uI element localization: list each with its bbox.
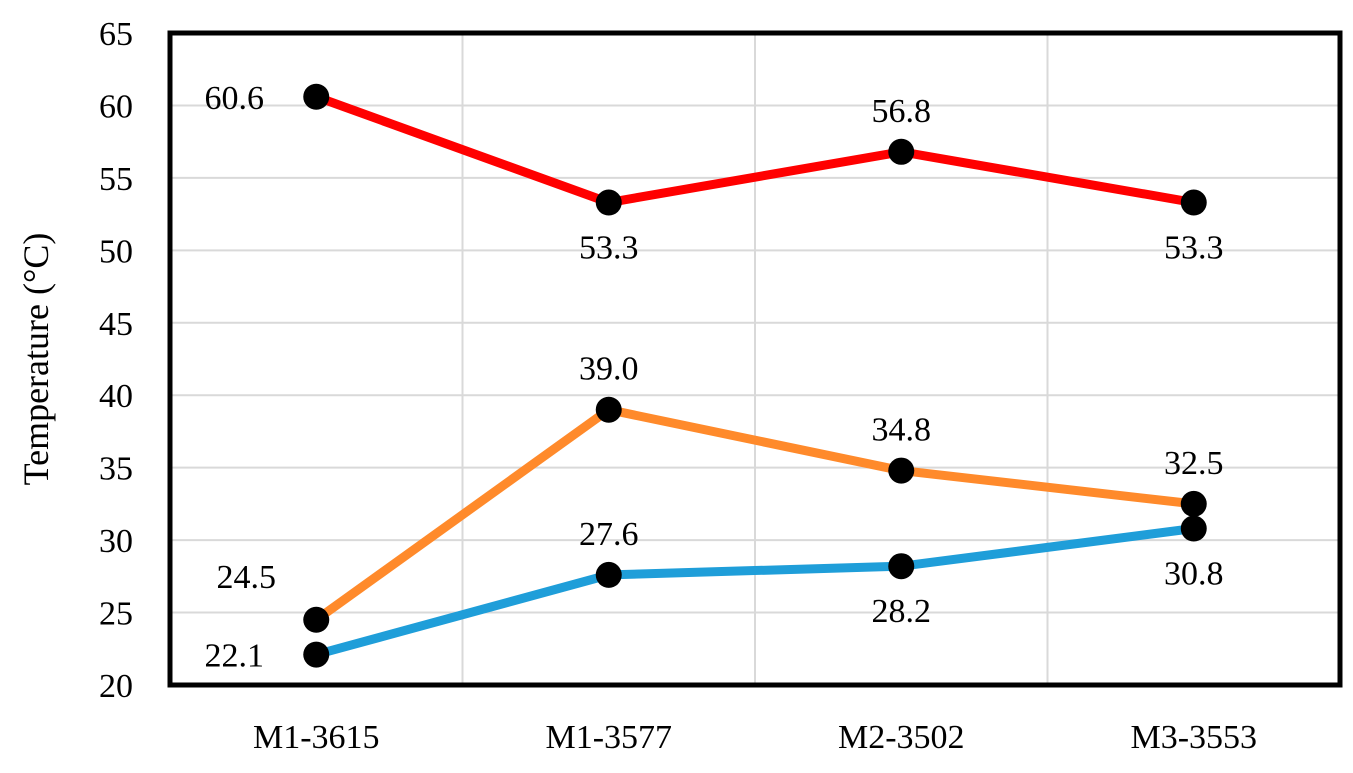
x-axis-ticks: M1-3615 M1-3577 M2-3502 M3-3553 bbox=[253, 719, 1257, 756]
x-tick-label: M1-3615 bbox=[253, 719, 380, 756]
data-label: 39.0 bbox=[579, 351, 639, 388]
y-tick-label: 20 bbox=[99, 668, 133, 705]
series-line-2 bbox=[311, 524, 1199, 660]
data-point bbox=[303, 641, 330, 668]
series-points bbox=[303, 83, 1207, 668]
data-point bbox=[1180, 189, 1207, 216]
data-point bbox=[1180, 490, 1207, 517]
data-point bbox=[888, 553, 915, 580]
data-label: 30.8 bbox=[1164, 556, 1224, 593]
y-axis-title: Temperature (°C) bbox=[16, 233, 56, 486]
data-point bbox=[303, 83, 330, 110]
data-label: 32.5 bbox=[1164, 445, 1224, 482]
data-point bbox=[595, 396, 622, 423]
data-point bbox=[303, 606, 330, 633]
series-line-0 bbox=[311, 92, 1199, 208]
data-point bbox=[595, 561, 622, 588]
data-label: 22.1 bbox=[205, 638, 265, 675]
series-lines bbox=[311, 92, 1199, 660]
data-point bbox=[1180, 515, 1207, 542]
y-tick-label: 50 bbox=[99, 233, 133, 270]
y-tick-label: 65 bbox=[99, 16, 133, 53]
data-labels: 60.6 53.3 56.8 53.3 24.5 39.0 34.8 32.5 22.1 27.6… bbox=[205, 80, 1224, 675]
data-point bbox=[888, 457, 915, 484]
x-tick-label: M3-3553 bbox=[1130, 719, 1257, 756]
x-tick-label: M2-3502 bbox=[838, 719, 965, 756]
data-point bbox=[888, 138, 915, 165]
plot-frame bbox=[167, 30, 1343, 688]
data-label: 53.3 bbox=[579, 230, 639, 267]
y-tick-label: 40 bbox=[99, 378, 133, 415]
y-tick-label: 25 bbox=[99, 596, 133, 633]
y-axis-ticks: 20 25 30 35 40 45 50 55 60 65 bbox=[99, 16, 133, 705]
x-tick-label: M1-3577 bbox=[545, 719, 672, 756]
data-label: 27.6 bbox=[579, 516, 639, 553]
series-line-1 bbox=[311, 405, 1199, 625]
grid-lines bbox=[170, 33, 1340, 685]
y-tick-label: 55 bbox=[99, 161, 133, 198]
data-label: 60.6 bbox=[205, 80, 265, 117]
data-label: 34.8 bbox=[872, 412, 932, 449]
y-tick-label: 30 bbox=[99, 523, 133, 560]
y-tick-label: 60 bbox=[99, 88, 133, 125]
data-label: 56.8 bbox=[872, 93, 932, 130]
data-label: 24.5 bbox=[217, 559, 277, 596]
data-label: 28.2 bbox=[872, 593, 932, 630]
y-tick-label: 35 bbox=[99, 451, 133, 488]
data-label: 53.3 bbox=[1164, 230, 1224, 267]
y-tick-label: 45 bbox=[99, 306, 133, 343]
data-point bbox=[595, 189, 622, 216]
